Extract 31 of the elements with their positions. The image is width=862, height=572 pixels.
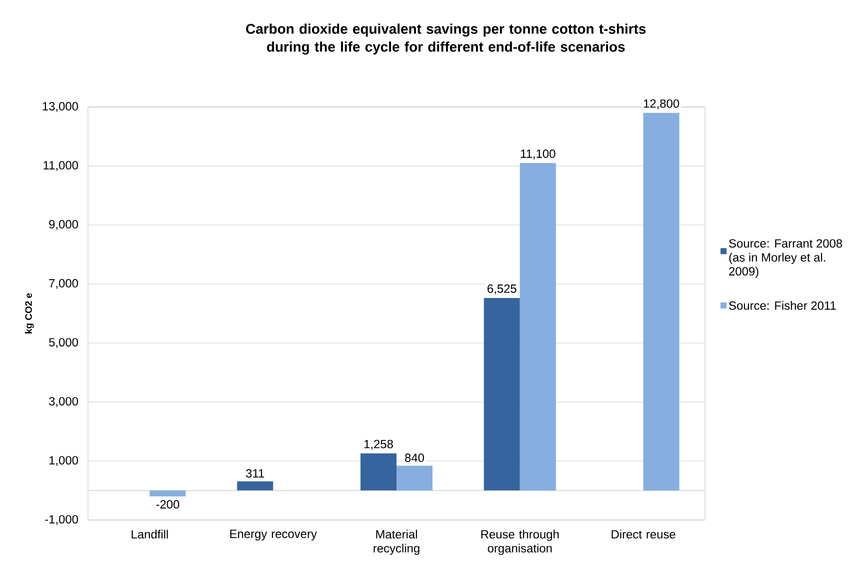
y-tick-label: -1,000 [45, 515, 78, 525]
y-tick-label: 1,000 [49, 456, 78, 466]
y-tick-label: 9,000 [49, 220, 78, 230]
bar [484, 298, 520, 490]
bar [360, 453, 397, 490]
y-tick-label: 13,000 [42, 102, 78, 112]
y-axis-title: kg CO2 e [24, 293, 34, 334]
x-tick-label: Energy recovery [230, 530, 317, 540]
x-tick-label: Direct reuse [612, 530, 676, 539]
y-tick-label: 11,000 [44, 161, 78, 171]
data-label: 311 [246, 469, 264, 478]
data-label: 6,525 [488, 284, 516, 294]
data-label: 1,258 [364, 440, 393, 450]
y-tick-label: 3,000 [49, 397, 78, 407]
legend-label: Source: Farrant 2008 (as in Morley et al. 2009) [729, 239, 842, 278]
data-label: 11,100 [520, 149, 556, 160]
bar [520, 163, 556, 490]
bar [237, 481, 274, 490]
chart-title: Carbon dioxide equivalent savings per tonne cotton t-shirts during the life cycle for different end-of-life scenarios [246, 24, 646, 55]
bar [643, 112, 680, 490]
x-tick-label: Material recycling [374, 530, 420, 555]
data-label: 12,800 [644, 99, 680, 110]
y-tick-label: 5,000 [49, 338, 78, 348]
y-tick-label: 7,000 [49, 279, 78, 289]
data-label: -200 [156, 500, 180, 509]
bar [150, 490, 186, 496]
data-label: 840 [405, 454, 424, 462]
bar [396, 466, 433, 490]
x-tick-label: Reuse through organisation [481, 530, 559, 555]
x-tick-label: Landfill [132, 530, 168, 539]
legend-label: Source: Fisher 2011 [729, 301, 836, 310]
